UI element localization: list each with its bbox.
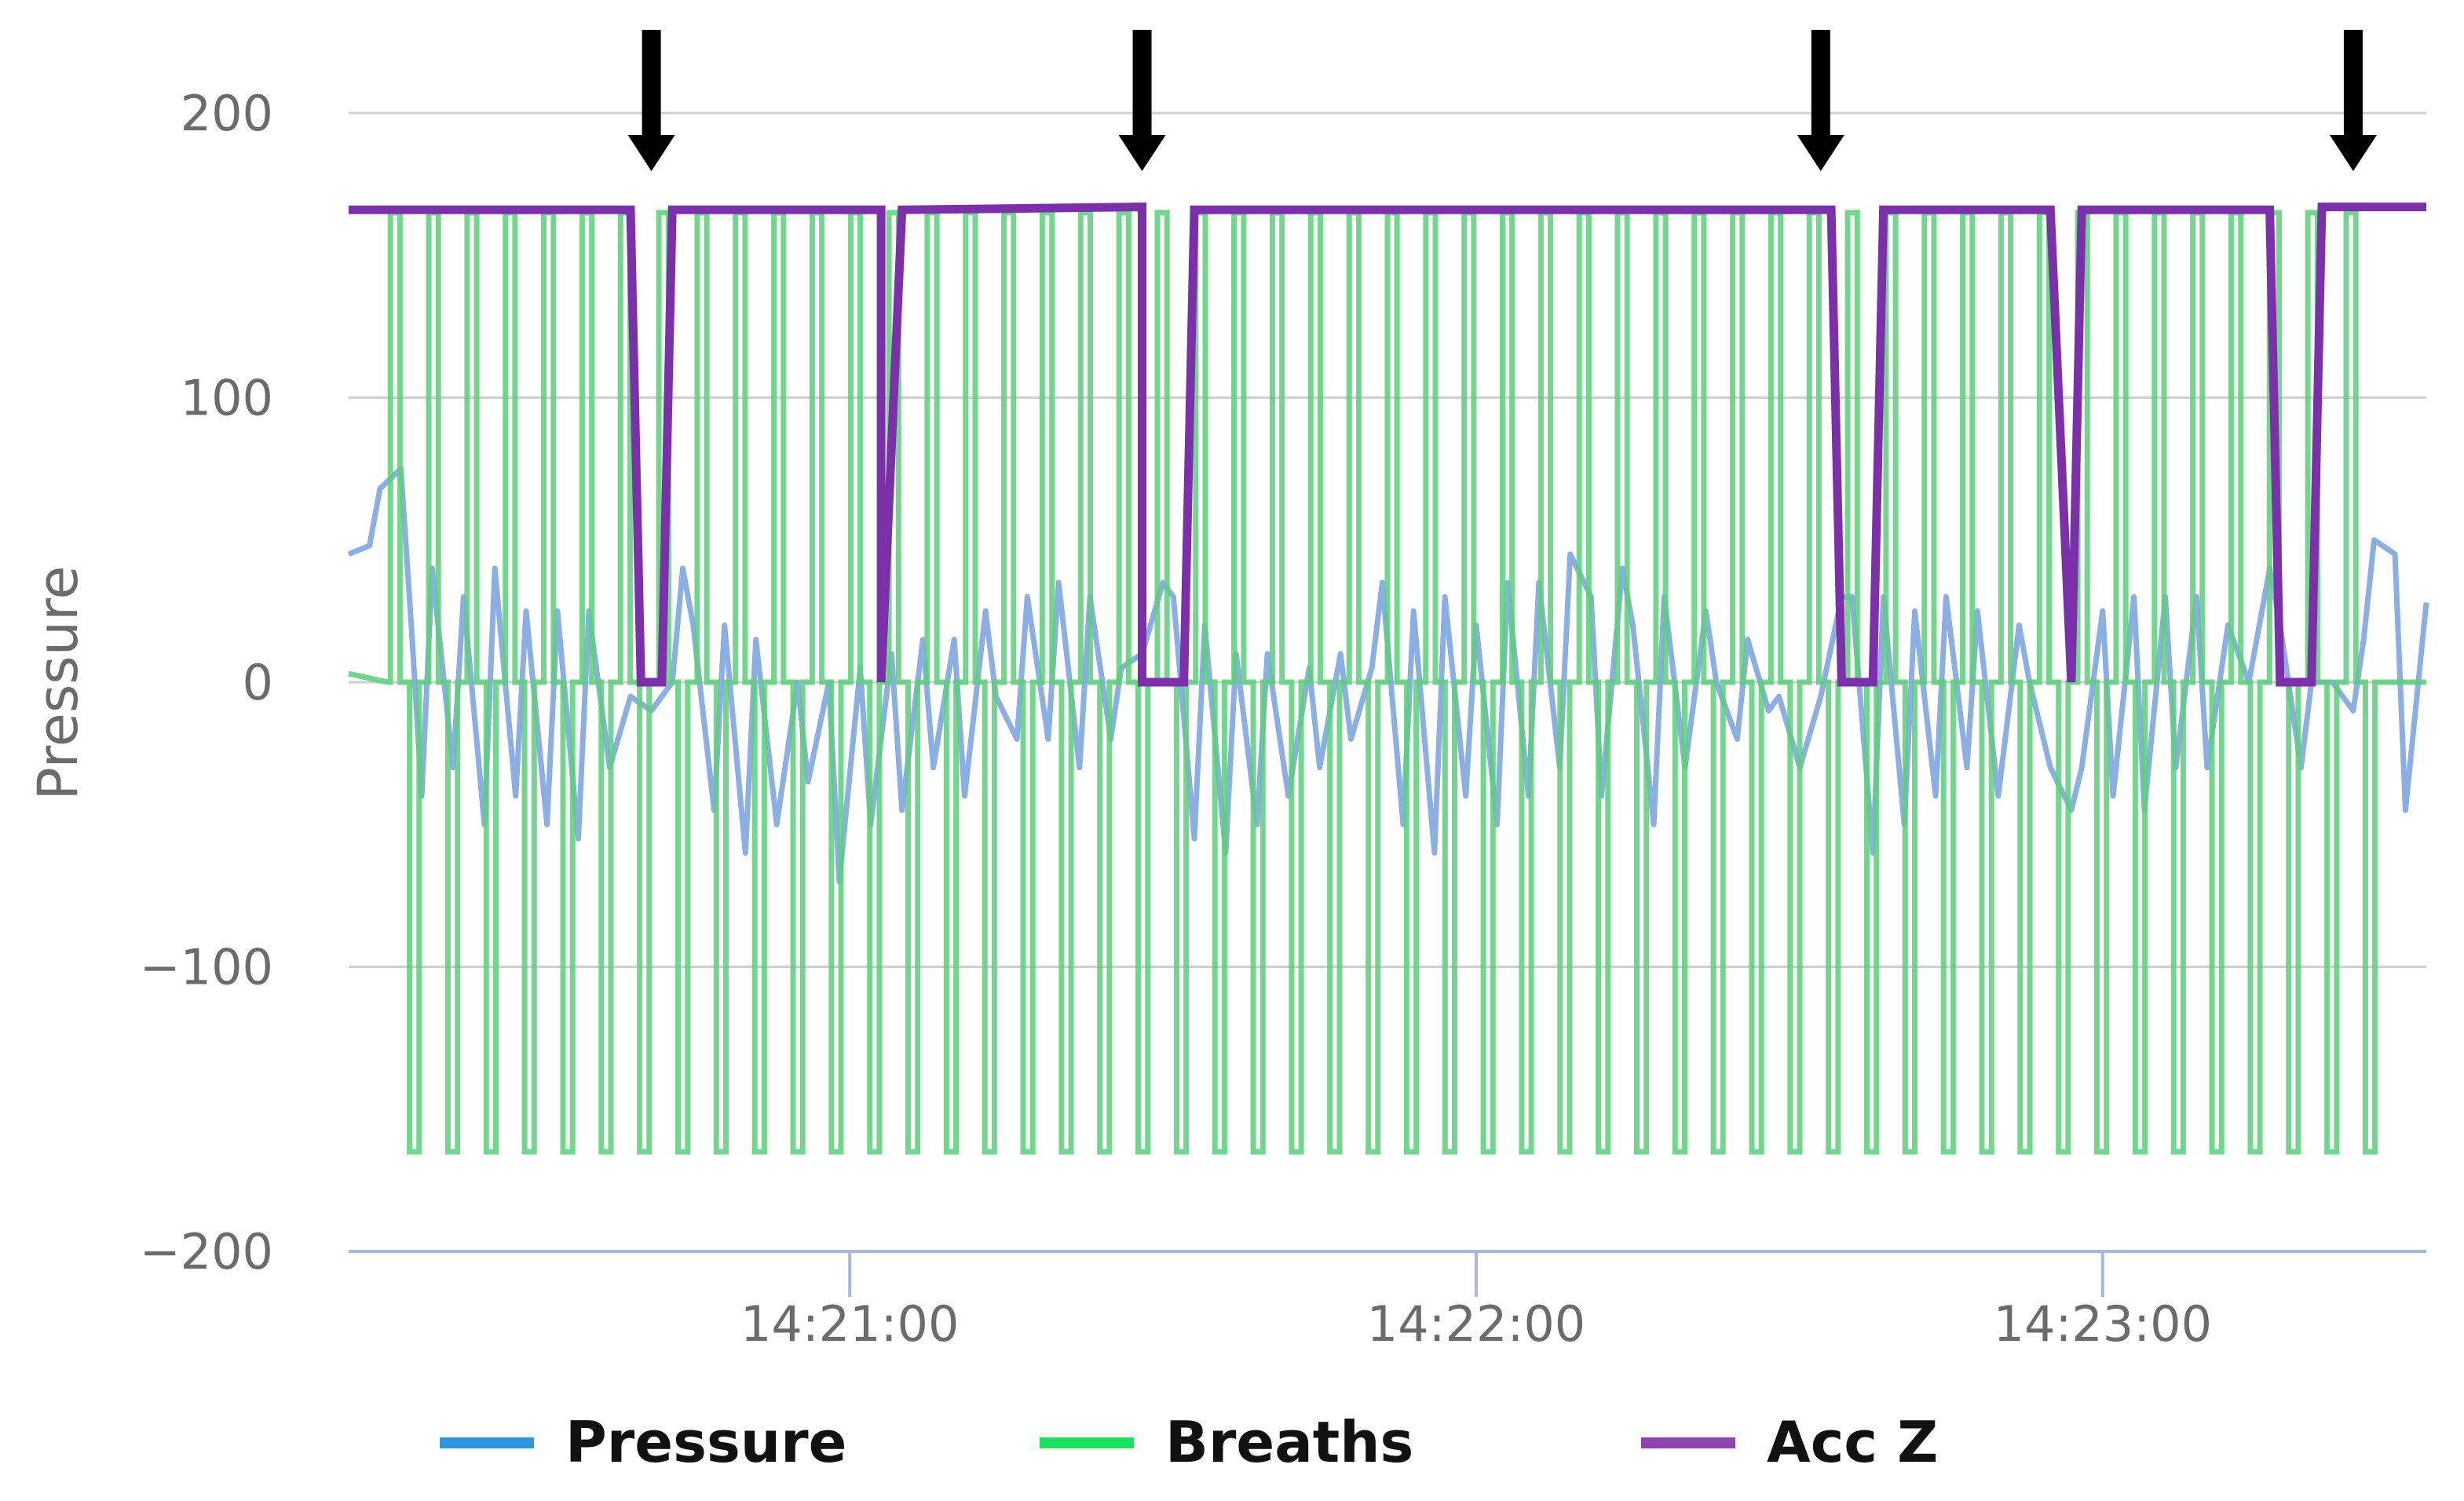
x-tick-label: 14:21:00 [740,1295,959,1353]
y-axis-ticks: 200 100 0 −100 −200 [140,85,273,1280]
down-arrow-icon [1797,30,1844,171]
x-axis: 14:21:00 14:22:00 14:23:00 [349,1250,2426,1353]
annotation-arrows [627,30,2377,171]
y-tick-label: 200 [181,85,273,142]
y-tick-label: 100 [181,370,273,427]
y-tick-label: −100 [140,939,273,996]
legend: Pressure Breaths Acc Z [440,1409,1938,1475]
down-arrow-icon [627,30,675,171]
y-tick-label: −200 [140,1223,273,1280]
arrow-shape [2329,30,2377,171]
down-arrow-icon [2329,30,2377,171]
pressure-series-line [347,466,2429,885]
arrow-shape [627,30,675,171]
plot-area [347,203,2429,1155]
legend-label: Breaths [1165,1409,1413,1475]
x-tick-label: 14:22:00 [1367,1295,1585,1353]
arrow-shape [1118,30,1166,171]
x-tick-label: 14:23:00 [1994,1295,2212,1353]
acc-z-series-line [349,203,2426,687]
down-arrow-icon [1118,30,1166,171]
legend-label: Pressure [565,1409,846,1475]
legend-label: Acc Z [1767,1409,1938,1475]
breaths-series-line [348,210,2426,1155]
arrow-shape [1797,30,1844,171]
y-axis-title: Pressure [26,566,90,801]
y-tick-label: 0 [243,654,273,711]
